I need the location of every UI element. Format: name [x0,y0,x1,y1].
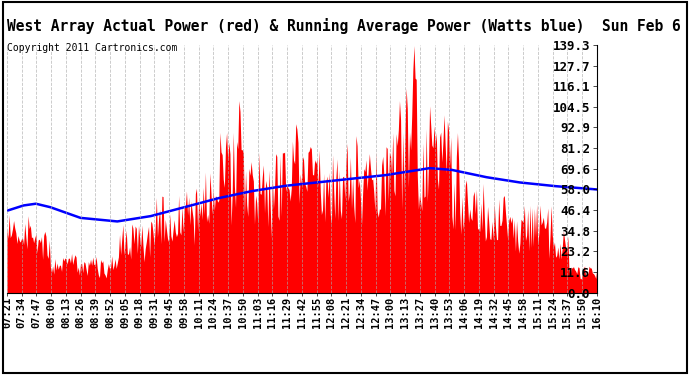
Text: Copyright 2011 Cartronics.com: Copyright 2011 Cartronics.com [7,43,177,53]
Text: West Array Actual Power (red) & Running Average Power (Watts blue)  Sun Feb 6 16: West Array Actual Power (red) & Running … [7,18,690,34]
